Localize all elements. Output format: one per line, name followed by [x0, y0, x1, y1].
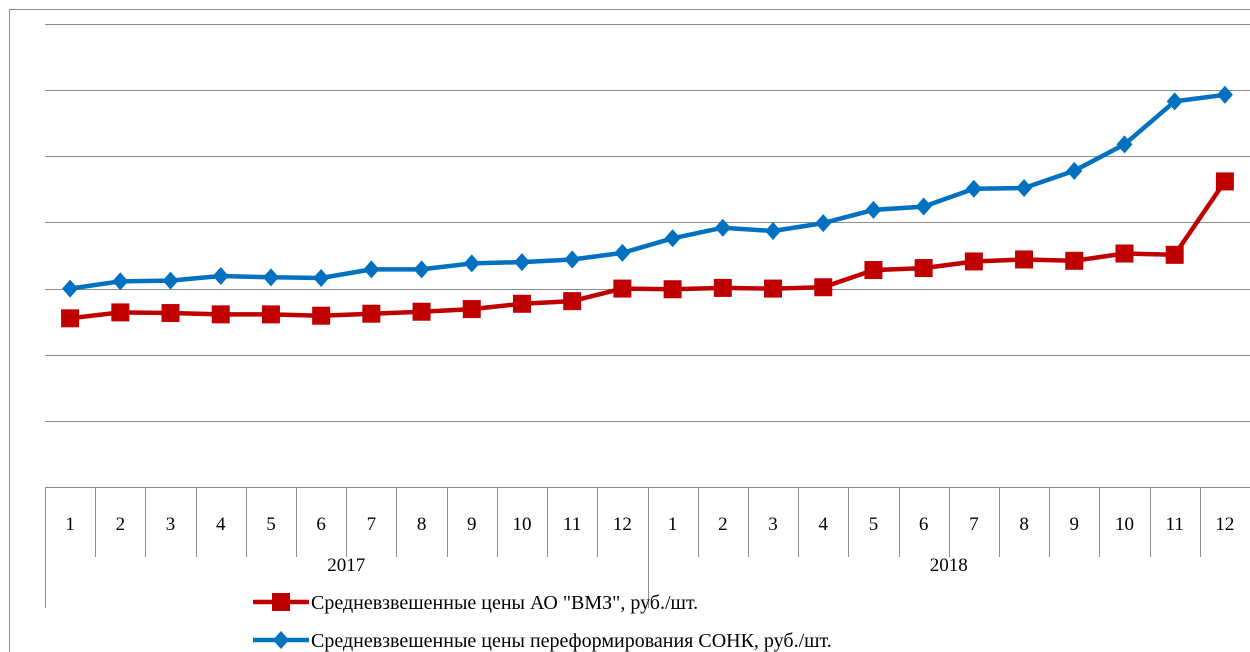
- data-point: [362, 305, 380, 323]
- data-point: [262, 305, 280, 323]
- x-tick-label: 3: [166, 514, 176, 535]
- data-point: [916, 198, 932, 216]
- legend-label: Средневзвешенные цены переформирования С…: [311, 630, 832, 652]
- x-tick-label: 8: [1019, 514, 1029, 535]
- x-tick-label: 2: [116, 514, 126, 535]
- data-point: [613, 280, 631, 298]
- x-tick-label: 4: [818, 514, 828, 535]
- data-point: [62, 280, 78, 298]
- data-point: [514, 253, 530, 271]
- data-point: [865, 201, 881, 219]
- year-label: 2018: [930, 555, 968, 576]
- data-point: [715, 219, 731, 237]
- series-line: [70, 181, 1225, 318]
- legend-label: Средневзвешенные цены АО "ВМЗ", руб./шт.: [311, 592, 698, 614]
- data-point: [864, 261, 882, 279]
- x-tick-label: 7: [367, 514, 377, 535]
- data-point: [363, 260, 379, 278]
- data-point: [1217, 86, 1233, 104]
- data-point: [1015, 250, 1033, 268]
- x-tick-label: 6: [919, 514, 929, 535]
- data-point: [1166, 246, 1184, 264]
- data-point: [764, 280, 782, 298]
- x-tick-label: 12: [1215, 514, 1234, 535]
- data-point: [815, 214, 831, 232]
- data-point: [212, 305, 230, 323]
- legend-item: Средневзвешенные цены переформирования С…: [253, 630, 832, 652]
- data-point: [61, 309, 79, 327]
- data-point: [1115, 245, 1133, 263]
- data-point: [564, 250, 580, 268]
- data-point: [464, 254, 480, 272]
- data-point: [414, 260, 430, 278]
- x-tick-label: 9: [467, 514, 477, 535]
- x-tick-label: 3: [768, 514, 778, 535]
- data-point: [814, 278, 832, 296]
- x-tick-label: 1: [668, 514, 678, 535]
- data-point: [112, 272, 128, 290]
- series-1: [61, 172, 1234, 327]
- legend-item: Средневзвешенные цены АО "ВМЗ", руб./шт.: [253, 592, 698, 614]
- data-point: [563, 292, 581, 310]
- data-point: [463, 300, 481, 318]
- x-tick-label: 4: [216, 514, 226, 535]
- data-point: [1216, 172, 1234, 190]
- data-point: [163, 272, 179, 290]
- legend: Средневзвешенные цены АО "ВМЗ", руб./шт.…: [253, 592, 832, 652]
- data-point: [664, 280, 682, 298]
- x-tick-label: 7: [969, 514, 979, 535]
- legend-marker: [272, 593, 290, 611]
- data-point: [1065, 252, 1083, 270]
- data-point: [413, 303, 431, 321]
- data-point: [513, 295, 531, 313]
- data-point: [966, 180, 982, 198]
- data-point: [111, 303, 129, 321]
- x-tick-label: 6: [316, 514, 326, 535]
- x-tick-label: 10: [512, 514, 531, 535]
- x-tick-label: 9: [1070, 514, 1080, 535]
- chart-border: [10, 10, 1250, 652]
- legend-marker: [273, 631, 289, 649]
- data-point: [714, 279, 732, 297]
- series-group: [61, 86, 1234, 328]
- data-point: [213, 267, 229, 285]
- data-point: [915, 259, 933, 277]
- x-tick-label: 8: [417, 514, 427, 535]
- data-point: [614, 244, 630, 262]
- data-point: [263, 268, 279, 286]
- x-tick-label: 11: [1166, 514, 1184, 535]
- data-point: [765, 222, 781, 240]
- data-point: [1016, 179, 1032, 197]
- data-point: [313, 269, 329, 287]
- data-point: [162, 304, 180, 322]
- year-label: 2017: [327, 555, 365, 576]
- gridlines: [45, 25, 1250, 422]
- x-tick-label: 11: [563, 514, 581, 535]
- x-tick-label: 12: [613, 514, 632, 535]
- x-tick-label: 5: [869, 514, 879, 535]
- data-point: [1066, 162, 1082, 180]
- data-point: [312, 307, 330, 325]
- x-tick-label: 10: [1115, 514, 1134, 535]
- x-tick-label: 5: [266, 514, 276, 535]
- x-tick-label: 2: [718, 514, 728, 535]
- data-point: [965, 252, 983, 270]
- data-point: [665, 229, 681, 247]
- series-2: [62, 86, 1233, 298]
- x-tick-label: 1: [65, 514, 75, 535]
